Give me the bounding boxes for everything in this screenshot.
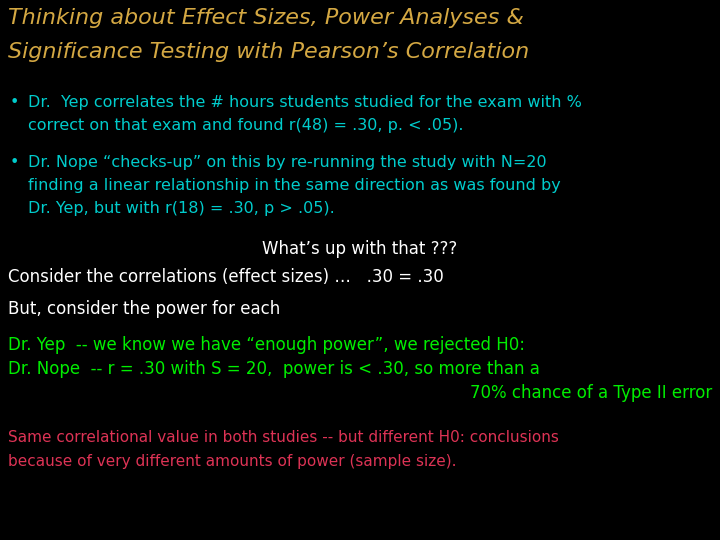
Text: Dr. Yep  -- we know we have “enough power”, we rejected H0:: Dr. Yep -- we know we have “enough power…: [8, 336, 525, 354]
Text: Thinking about Effect Sizes, Power Analyses &: Thinking about Effect Sizes, Power Analy…: [8, 8, 524, 28]
Text: What’s up with that ???: What’s up with that ???: [262, 240, 458, 258]
Text: •: •: [10, 95, 19, 110]
Text: because of very different amounts of power (sample size).: because of very different amounts of pow…: [8, 454, 456, 469]
Text: correct on that exam and found r(48) = .30, p. < .05).: correct on that exam and found r(48) = .…: [28, 118, 464, 133]
Text: 70% chance of a Type II error: 70% chance of a Type II error: [469, 384, 712, 402]
Text: finding a linear relationship in the same direction as was found by: finding a linear relationship in the sam…: [28, 178, 561, 193]
Text: Dr. Nope “checks-up” on this by re-running the study with N=20: Dr. Nope “checks-up” on this by re-runni…: [28, 155, 546, 170]
Text: Significance Testing with Pearson’s Correlation: Significance Testing with Pearson’s Corr…: [8, 42, 529, 62]
Text: Dr.  Yep correlates the # hours students studied for the exam with %: Dr. Yep correlates the # hours students …: [28, 95, 582, 110]
Text: •: •: [10, 155, 19, 170]
Text: Dr. Yep, but with r(18) = .30, p > .05).: Dr. Yep, but with r(18) = .30, p > .05).: [28, 201, 335, 216]
Text: Dr. Nope  -- r = .30 with S = 20,  power is < .30, so more than a: Dr. Nope -- r = .30 with S = 20, power i…: [8, 360, 540, 378]
Text: Same correlational value in both studies -- but different H0: conclusions: Same correlational value in both studies…: [8, 430, 559, 445]
Text: Consider the correlations (effect sizes) …   .30 = .30: Consider the correlations (effect sizes)…: [8, 268, 444, 286]
Text: But, consider the power for each: But, consider the power for each: [8, 300, 280, 318]
